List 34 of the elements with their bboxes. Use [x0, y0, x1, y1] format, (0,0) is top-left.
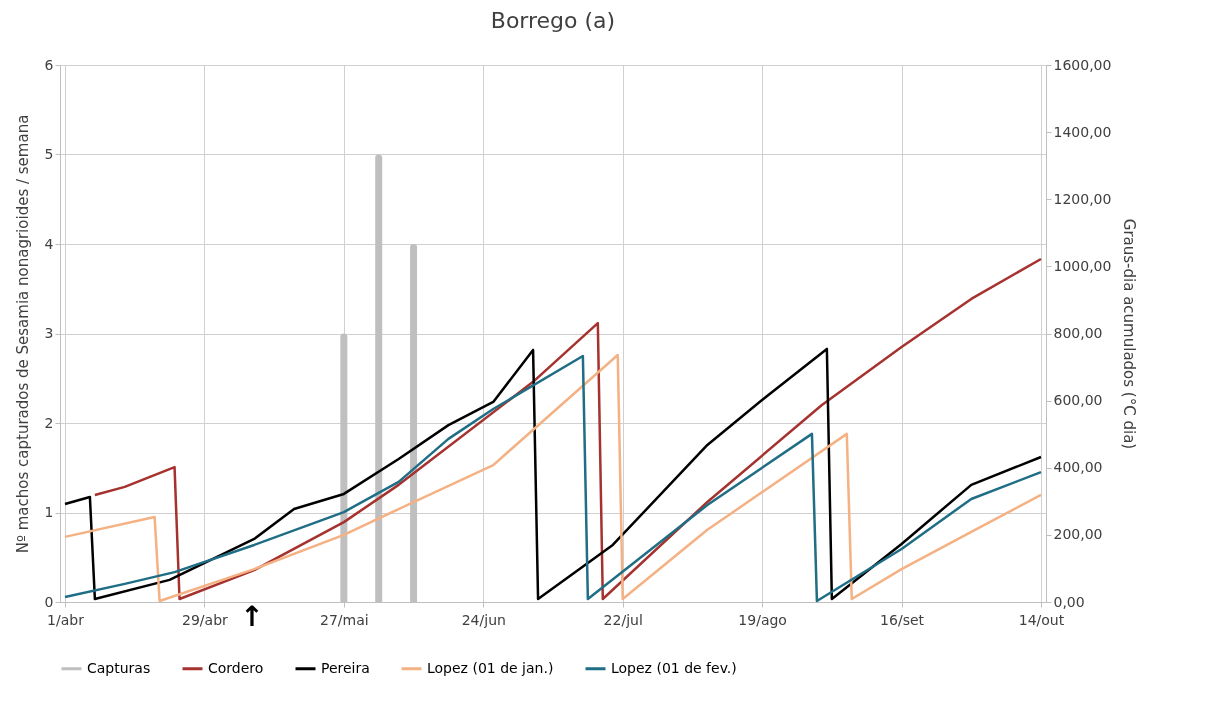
x-tick-label: 27/mai — [320, 611, 369, 628]
y2-tick-label: 1200,00 — [1053, 190, 1112, 207]
legend-label: Lopez (01 de fev.) — [611, 659, 737, 676]
x-tick-label: 29/abr — [182, 611, 229, 628]
y-tick-label: 3 — [44, 325, 54, 341]
line-series — [93, 257, 1043, 601]
y-axis-title: Nº machos capturados de Sesamia nonagrioides / semana — [13, 114, 32, 554]
y-tick-label: 5 — [44, 146, 54, 162]
y2-tick-label: 600,00 — [1053, 392, 1103, 409]
y2-tick-label: 800,00 — [1053, 325, 1103, 341]
y-tick-label: 2 — [44, 414, 54, 431]
legend-label: Pereira — [321, 659, 370, 676]
legend-label: Capturas — [87, 659, 151, 676]
x-tick-label: 22/jul — [603, 611, 643, 628]
legend-label: Lopez (01 de jan.) — [427, 659, 554, 676]
y2-tick-label: 0,00 — [1053, 593, 1085, 610]
x-tick-label: 14/out — [1018, 611, 1065, 628]
y-tick-label: 4 — [44, 235, 54, 252]
x-tick-label: 19/ago — [738, 611, 787, 628]
x-tick-label: 16/set — [880, 611, 925, 628]
annotation: ↑ — [240, 600, 264, 633]
x-tick-label: 1/abr — [47, 611, 85, 628]
y2-tick-label: 200,00 — [1053, 526, 1103, 543]
y2-tick-label: 400,00 — [1053, 459, 1103, 476]
y2-tick-label: 1400,00 — [1053, 123, 1112, 140]
y-tick-label: 6 — [44, 56, 54, 73]
x-tick-label: 24/jun — [461, 611, 506, 628]
y-tick-label: 1 — [44, 504, 54, 520]
legend-label: Cordero — [208, 659, 264, 676]
chart-title: Borrego (a) — [490, 8, 616, 33]
y2-tick-label: 1000,00 — [1053, 257, 1112, 274]
y2-axis-title: Graus-dia acumulados (°C dia) — [1120, 218, 1139, 450]
y2-tick-label: 1600,00 — [1053, 56, 1112, 73]
y-tick-label: 0 — [44, 593, 54, 610]
